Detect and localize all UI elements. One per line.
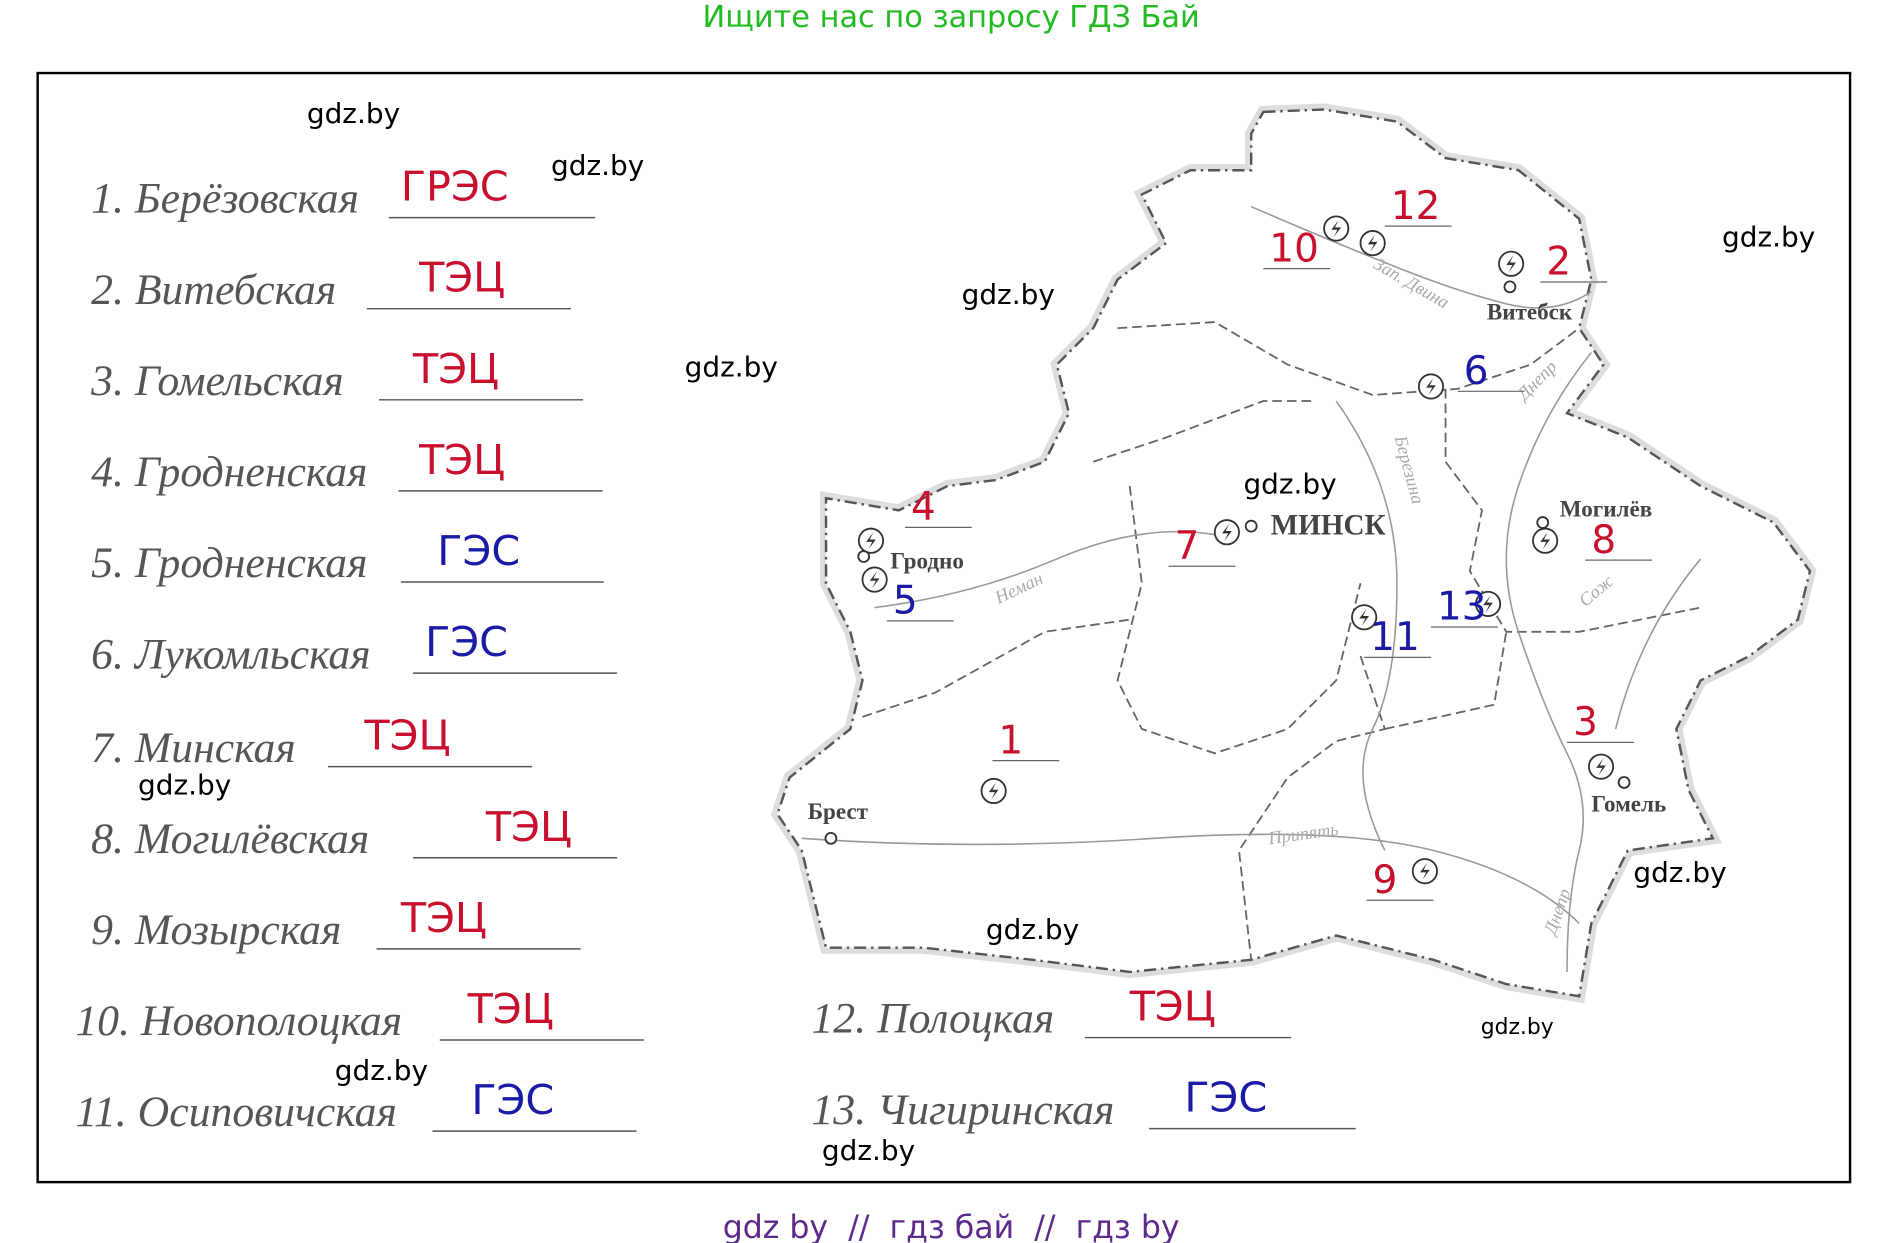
border bbox=[862, 618, 1130, 718]
watermark: gdz.by bbox=[1633, 856, 1726, 889]
item-label: 10. Новополоцкая bbox=[75, 997, 402, 1045]
city-dot bbox=[1503, 280, 1517, 294]
item-answer: ТЭЦ bbox=[418, 436, 505, 484]
city-label: Могилёв bbox=[1560, 495, 1652, 521]
border bbox=[1238, 655, 1386, 960]
city-dot bbox=[857, 550, 871, 563]
border bbox=[1384, 631, 1508, 730]
power-bolt bbox=[1596, 758, 1606, 776]
power-bolt bbox=[988, 782, 999, 800]
city-label: Гродно bbox=[890, 548, 963, 574]
power-bolt bbox=[1331, 220, 1342, 238]
item-answer: ГЭС bbox=[425, 618, 508, 666]
item-answer: ТЭЦ bbox=[1129, 983, 1216, 1031]
item-answer: ТЭЦ bbox=[400, 894, 487, 942]
item-answer: ТЭЦ bbox=[412, 345, 499, 393]
header-title: Ищите нас по запросу ГДЗ Бай bbox=[703, 0, 1200, 35]
power-bolt bbox=[869, 571, 880, 589]
city-dot bbox=[1536, 516, 1550, 529]
item-label: 2. Витебская bbox=[91, 266, 336, 314]
watermark: gdz.by bbox=[1481, 1015, 1554, 1040]
footer-text: gdz by // гдз бай // гдз by bbox=[723, 1210, 1180, 1243]
watermark: gdz.by bbox=[307, 97, 400, 130]
watermark: gdz.by bbox=[822, 1134, 915, 1167]
item-label: 5. Гродненская bbox=[91, 539, 367, 587]
region-borders bbox=[862, 321, 1701, 960]
map-number: 7 bbox=[1175, 524, 1200, 569]
power-bolt bbox=[1483, 595, 1493, 613]
watermark: gdz.by bbox=[962, 278, 1055, 311]
river-line bbox=[1505, 351, 1592, 972]
map-number: 12 bbox=[1391, 184, 1440, 229]
power-bolt bbox=[1426, 377, 1436, 395]
map-outline bbox=[776, 108, 1812, 998]
watermark: gdz.by bbox=[335, 1054, 428, 1087]
item-label: 8. Могилёвская bbox=[91, 815, 369, 863]
city-label: Гомель bbox=[1591, 791, 1666, 817]
watermark: gdz.by bbox=[1243, 467, 1336, 500]
item-label: 3. Гомельская bbox=[90, 357, 344, 405]
city-label: Витебск bbox=[1487, 299, 1573, 325]
map-number: 2 bbox=[1546, 240, 1571, 285]
map-number: 6 bbox=[1464, 349, 1489, 394]
map-number: 5 bbox=[893, 579, 918, 624]
river-line bbox=[801, 833, 1580, 924]
map-number: 4 bbox=[911, 485, 936, 530]
city-label: Брест bbox=[808, 798, 869, 824]
item-answer: ГРЭС bbox=[401, 163, 509, 211]
city-label: МИНСК bbox=[1271, 510, 1386, 542]
item-label: 9. Мозырская bbox=[91, 906, 341, 954]
map-number: 9 bbox=[1373, 858, 1398, 903]
map-number: 10 bbox=[1269, 226, 1318, 271]
city-dot bbox=[1617, 776, 1631, 789]
power-bolt bbox=[1540, 532, 1551, 550]
power-bolt bbox=[1222, 523, 1232, 541]
item-answer: ТЭЦ bbox=[363, 712, 450, 760]
city-dot bbox=[824, 831, 838, 845]
map-number: 3 bbox=[1573, 700, 1598, 745]
river-line bbox=[1614, 558, 1702, 730]
item-answer: ГЭС bbox=[437, 527, 520, 575]
frame bbox=[36, 71, 1852, 1184]
power-bolt bbox=[866, 532, 876, 550]
map-number: 1 bbox=[999, 718, 1024, 763]
border bbox=[1117, 321, 1580, 396]
power-bolt bbox=[1420, 862, 1430, 880]
power-bolt bbox=[1359, 608, 1370, 626]
item-answer: ТЭЦ bbox=[418, 254, 505, 302]
border bbox=[1092, 400, 1312, 463]
map-number: 8 bbox=[1591, 518, 1616, 563]
rivers bbox=[801, 205, 1702, 972]
river-line bbox=[1335, 400, 1398, 851]
power-bolt bbox=[1367, 234, 1378, 252]
watermark: gdz.by bbox=[986, 913, 1079, 946]
item-label: 7. Минская bbox=[91, 724, 296, 772]
river-line bbox=[874, 530, 1215, 609]
watermark: gdz.by bbox=[138, 769, 231, 802]
item-label: 11. Осиповичская bbox=[75, 1088, 397, 1136]
item-answer: ТЭЦ bbox=[467, 985, 554, 1033]
item-answer: ГЭС bbox=[471, 1076, 554, 1124]
item-label: 4. Гродненская bbox=[91, 448, 367, 496]
river-line bbox=[1250, 205, 1592, 309]
item-label: 12. Полоцкая bbox=[811, 995, 1054, 1043]
map-number: 11 bbox=[1370, 615, 1419, 660]
item-label: 13. Чигиринская bbox=[811, 1086, 1114, 1134]
border bbox=[1444, 388, 1701, 633]
item-label: 6. Лукомльская bbox=[91, 630, 371, 678]
watermark: gdz.by bbox=[1722, 221, 1815, 254]
item-answer: ТЭЦ bbox=[485, 803, 572, 851]
city-dot bbox=[1244, 519, 1258, 533]
map-number: 13 bbox=[1437, 585, 1486, 630]
power-bolt bbox=[1506, 255, 1516, 273]
watermark: gdz.by bbox=[551, 149, 644, 182]
item-answer: ГЭС bbox=[1184, 1074, 1267, 1122]
watermark: gdz.by bbox=[685, 351, 778, 384]
item-label: 1. Берёзовская bbox=[91, 175, 359, 223]
